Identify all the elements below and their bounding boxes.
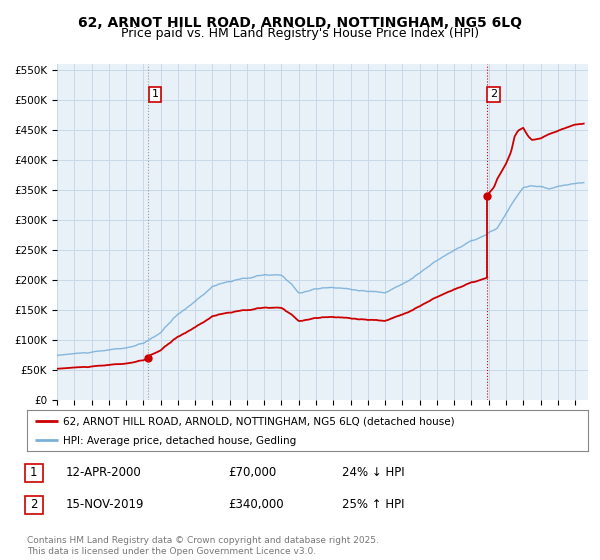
Text: 62, ARNOT HILL ROAD, ARNOLD, NOTTINGHAM, NG5 6LQ (detached house): 62, ARNOT HILL ROAD, ARNOLD, NOTTINGHAM,…	[64, 417, 455, 427]
Text: 62, ARNOT HILL ROAD, ARNOLD, NOTTINGHAM, NG5 6LQ: 62, ARNOT HILL ROAD, ARNOLD, NOTTINGHAM,…	[78, 16, 522, 30]
Text: 25% ↑ HPI: 25% ↑ HPI	[342, 498, 404, 511]
Text: 12-APR-2000: 12-APR-2000	[66, 466, 142, 479]
Text: 1: 1	[30, 466, 37, 479]
Text: 24% ↓ HPI: 24% ↓ HPI	[342, 466, 404, 479]
Text: Price paid vs. HM Land Registry's House Price Index (HPI): Price paid vs. HM Land Registry's House …	[121, 27, 479, 40]
Text: Contains HM Land Registry data © Crown copyright and database right 2025.
This d: Contains HM Land Registry data © Crown c…	[27, 536, 379, 556]
Text: 2: 2	[490, 90, 497, 100]
Text: 2: 2	[30, 498, 37, 511]
Text: 1: 1	[152, 90, 158, 100]
Text: £340,000: £340,000	[228, 498, 284, 511]
Text: £70,000: £70,000	[228, 466, 276, 479]
Text: HPI: Average price, detached house, Gedling: HPI: Average price, detached house, Gedl…	[64, 436, 297, 446]
Text: 15-NOV-2019: 15-NOV-2019	[66, 498, 145, 511]
